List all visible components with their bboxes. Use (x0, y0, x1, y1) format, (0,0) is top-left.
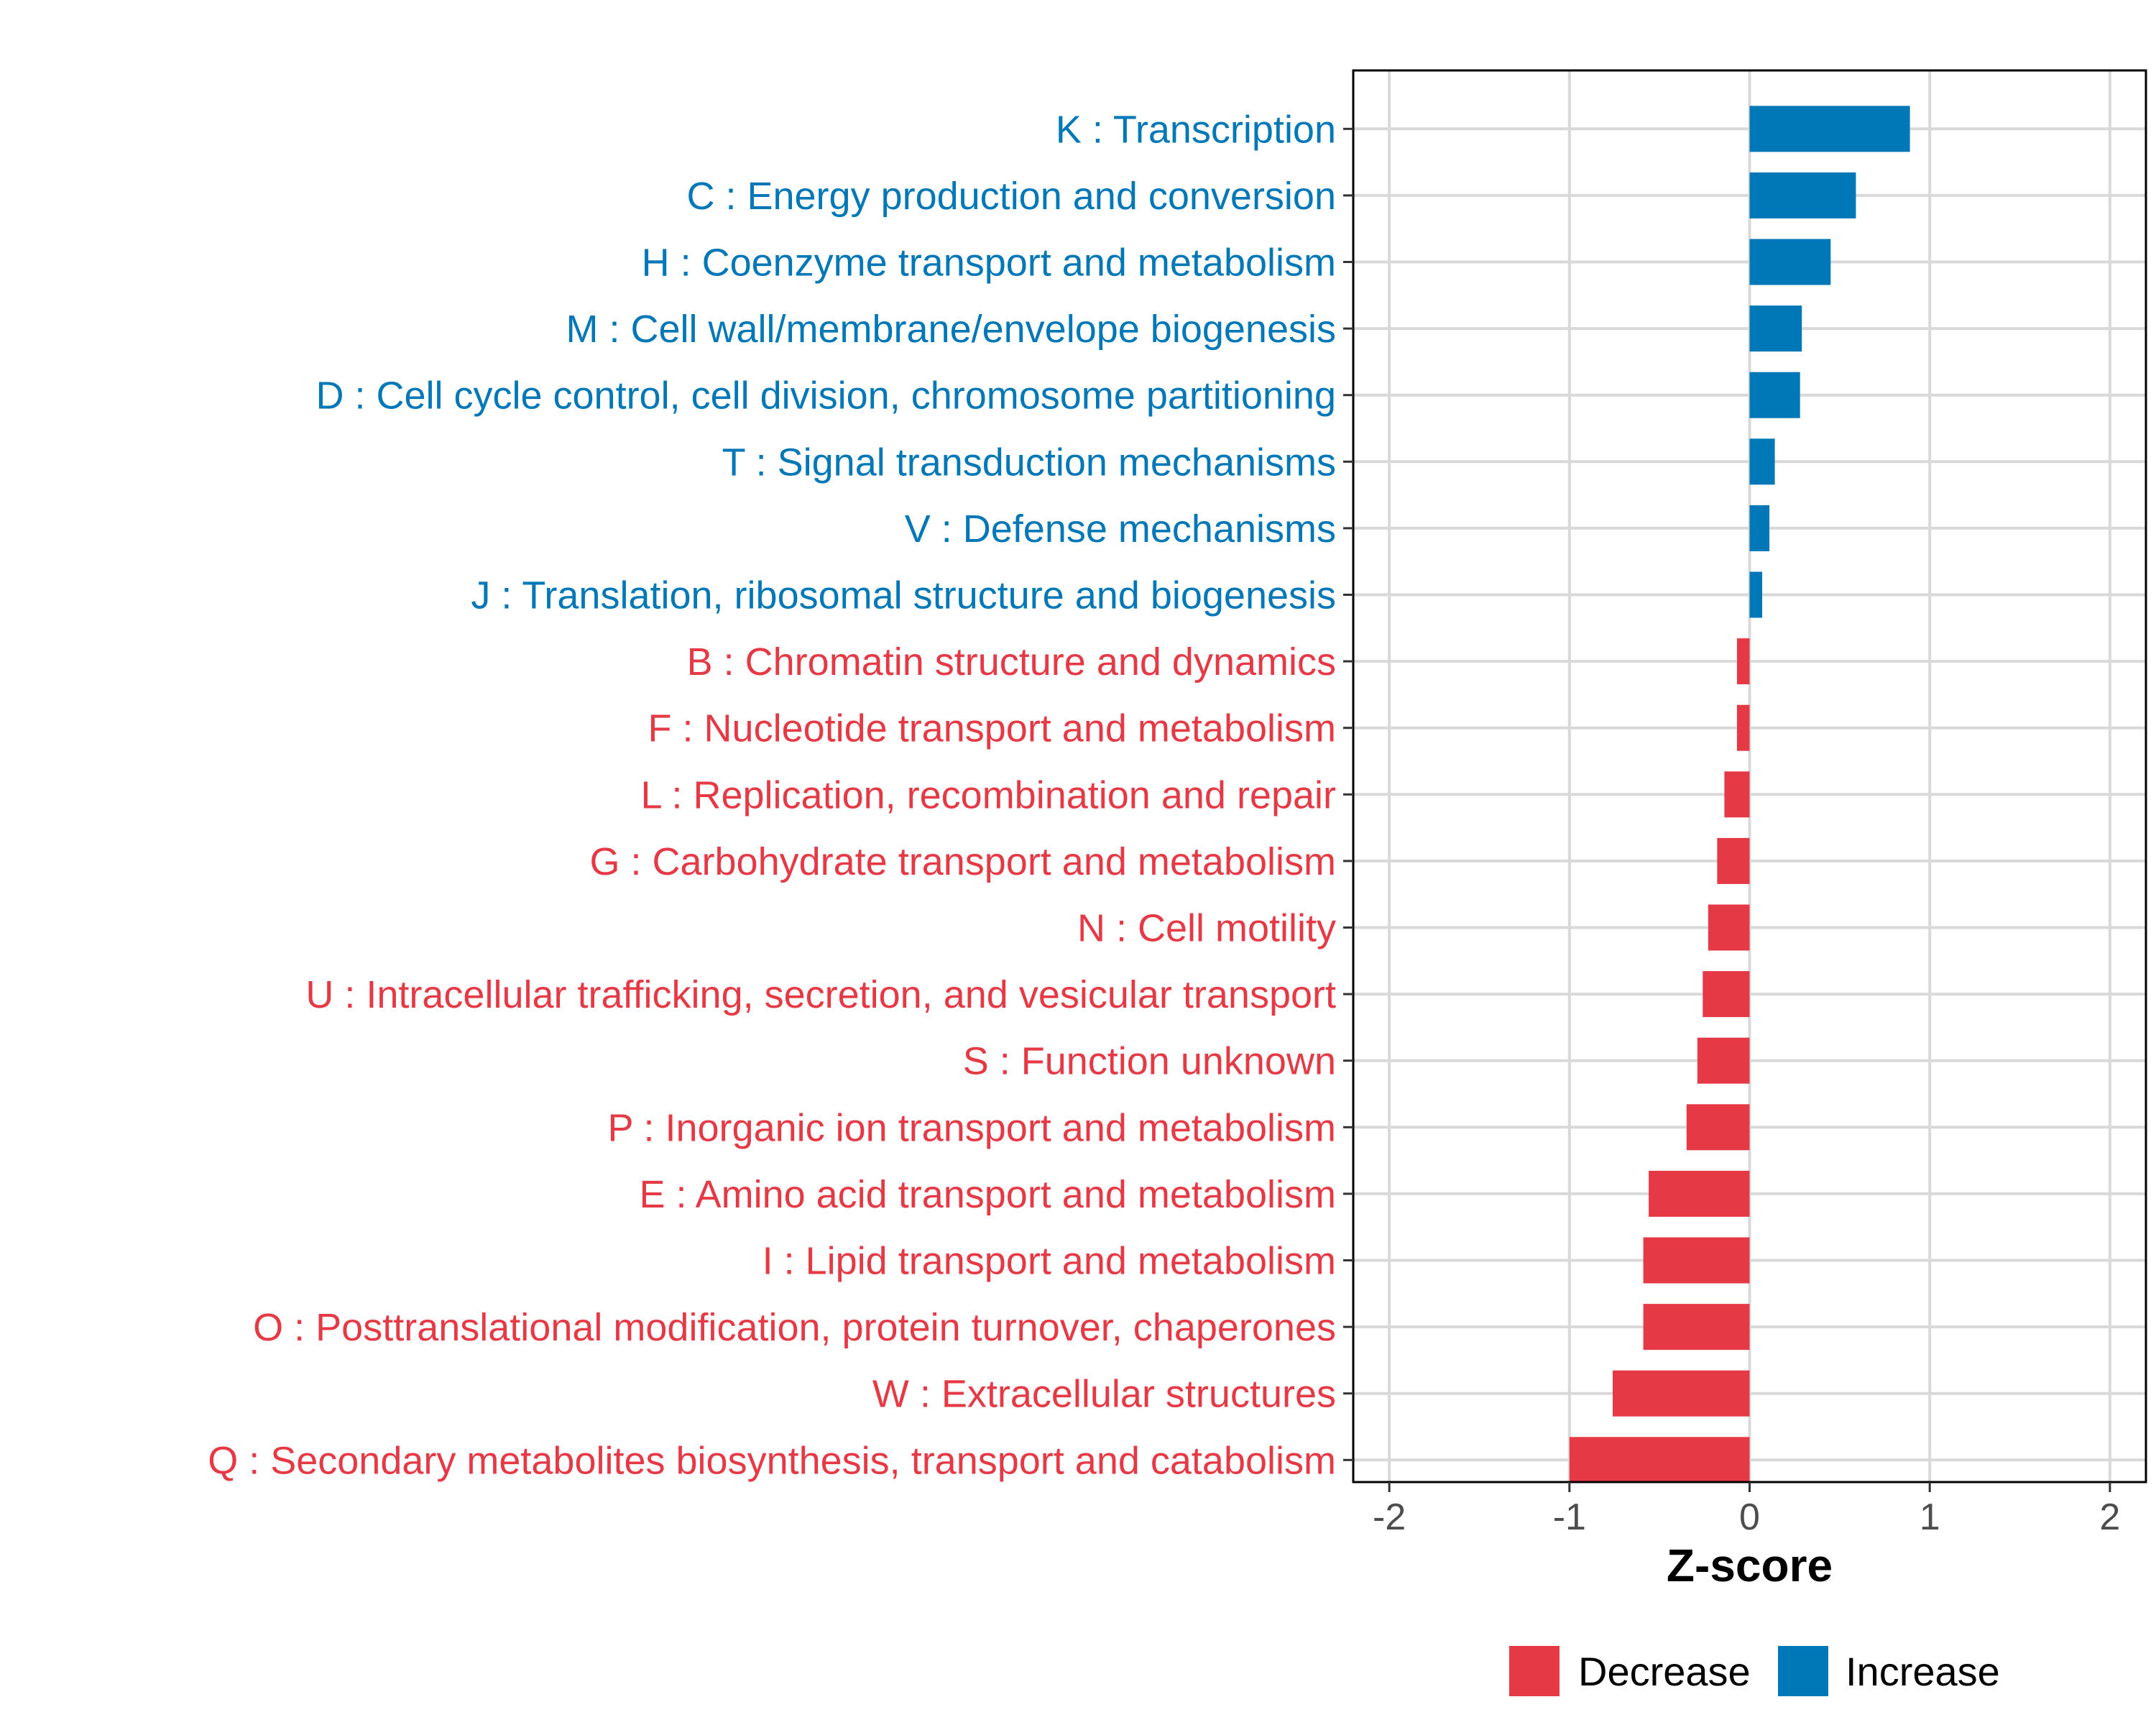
category-label-10: L : Replication, recombination and repai… (640, 773, 1336, 816)
category-label-20: Q : Secondary metabolites biosynthesis, … (208, 1439, 1336, 1482)
x-tick-label-4: 2 (2099, 1496, 2120, 1538)
category-label-0: K : Transcription (1056, 108, 1336, 151)
category-label-11: G : Carbohydrate transport and metabolis… (590, 840, 1337, 883)
bar-0 (1749, 106, 1910, 152)
category-label-6: V : Defense mechanisms (905, 507, 1336, 551)
bar-10 (1724, 771, 1750, 818)
y-axis-ticks (1343, 127, 1353, 1461)
bar-11 (1717, 837, 1750, 884)
x-axis-ticks: -2 -1 0 1 2 (1373, 1482, 2120, 1538)
category-label-5: T : Signal transduction mechanisms (722, 441, 1336, 484)
bars (1569, 106, 1910, 1484)
bar-20 (1569, 1437, 1750, 1484)
y-axis-category-labels: K : Transcription C : Energy production a… (208, 108, 1336, 1482)
bar-9 (1736, 704, 1750, 751)
bar-8 (1736, 638, 1750, 685)
category-label-14: S : Function unknown (963, 1040, 1336, 1083)
category-label-13: U : Intracellular trafficking, secretion… (305, 973, 1336, 1016)
x-tick-label-1: -1 (1553, 1496, 1586, 1538)
x-tick-label-3: 1 (1920, 1496, 1940, 1538)
bar-7 (1749, 571, 1763, 618)
category-label-18: O : Posttranslational modification, prot… (253, 1306, 1336, 1349)
legend: Decrease Increase (1509, 1646, 2000, 1696)
bar-14 (1697, 1037, 1750, 1084)
bar-1 (1749, 172, 1856, 218)
x-tick-label-2: 0 (1739, 1496, 1760, 1538)
bar-3 (1749, 305, 1802, 352)
category-label-2: H : Coenzyme transport and metabolism (642, 242, 1336, 285)
x-tick-label-0: -2 (1373, 1496, 1406, 1538)
legend-swatch-decrease (1509, 1646, 1560, 1696)
category-label-12: N : Cell motility (1077, 907, 1336, 950)
bar-2 (1749, 239, 1831, 285)
bar-18 (1643, 1304, 1750, 1351)
category-label-16: E : Amino acid transport and metabolism (640, 1173, 1336, 1216)
bar-5 (1749, 438, 1775, 485)
legend-label-increase: Increase (1846, 1649, 2000, 1694)
category-label-19: W : Extracellular structures (872, 1373, 1336, 1416)
bar-13 (1703, 971, 1750, 1018)
category-label-3: M : Cell wall/membrane/envelope biogenes… (566, 308, 1336, 351)
category-label-4: D : Cell cycle control, cell division, c… (315, 374, 1336, 418)
bar-16 (1649, 1170, 1750, 1217)
legend-swatch-increase (1778, 1646, 1828, 1696)
x-axis-title: Z-score (1667, 1540, 1833, 1591)
bar-4 (1749, 372, 1800, 418)
category-label-1: C : Energy production and conversion (686, 175, 1336, 218)
category-label-17: I : Lipid transport and metabolism (763, 1240, 1336, 1283)
category-label-9: F : Nucleotide transport and metabolism (648, 707, 1336, 750)
bar-6 (1749, 505, 1770, 551)
bar-15 (1686, 1104, 1750, 1151)
bar-19 (1612, 1370, 1750, 1417)
bar-12 (1708, 904, 1750, 951)
category-label-8: B : Chromatin structure and dynamics (687, 640, 1336, 684)
category-label-7: J : Translation, ribosomal structure and… (471, 574, 1336, 617)
legend-label-decrease: Decrease (1578, 1649, 1751, 1694)
category-label-15: P : Inorganic ion transport and metaboli… (607, 1106, 1336, 1149)
bar-17 (1643, 1237, 1750, 1284)
